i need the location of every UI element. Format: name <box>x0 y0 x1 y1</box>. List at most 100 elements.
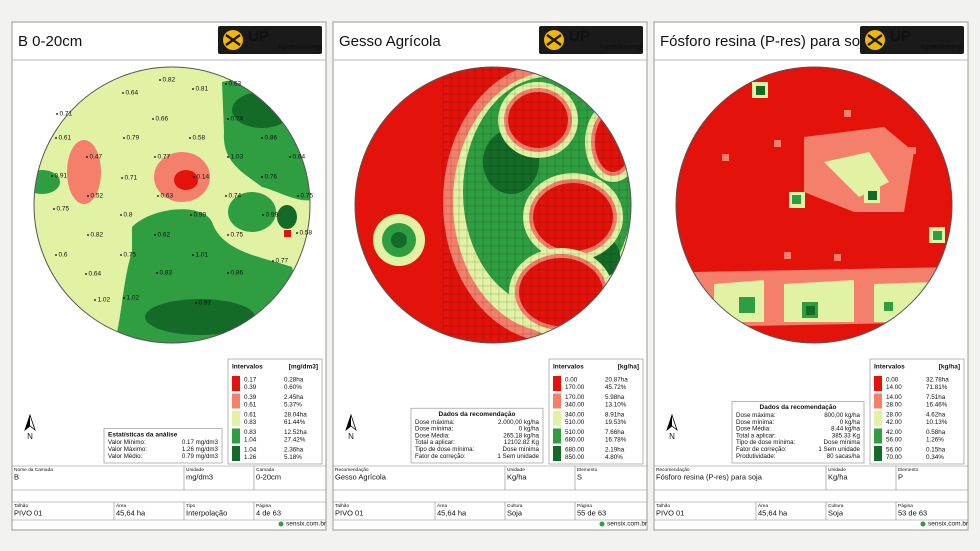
info-label: Fator de correção: <box>736 446 787 453</box>
sample-label: 0.64 <box>293 154 306 161</box>
field-value: 53 de 63 <box>898 508 927 517</box>
legend-area: 28.04ha <box>284 412 307 419</box>
sample-point <box>189 137 191 139</box>
legend-area: 7.66ha <box>605 429 625 436</box>
field-label: Página <box>898 503 913 509</box>
sample-label: 0.74 <box>231 116 244 123</box>
legend-swatch <box>232 446 240 461</box>
sample-label: 0.63 <box>229 81 242 88</box>
north-arrow <box>667 415 672 430</box>
sample-label: 0.86 <box>265 135 278 142</box>
info-label: Total a aplicar: <box>415 439 455 446</box>
sample-point <box>55 254 57 256</box>
legend-low: 0.39 <box>244 394 257 401</box>
field-value: PIVO 01 <box>335 508 363 517</box>
legend-swatch <box>874 411 882 426</box>
site: sensix.com.br <box>607 521 648 528</box>
legend-box <box>548 358 644 465</box>
logo-bg <box>218 26 322 54</box>
sample-point <box>227 156 229 158</box>
sample-point <box>123 297 125 299</box>
sample-point <box>225 83 227 85</box>
legend-high: 680.00 <box>565 437 585 444</box>
sample-point <box>86 156 88 158</box>
info-label: Dose máxima: <box>736 412 776 419</box>
info-value: 2.000,00 kg/ha <box>498 419 539 426</box>
info-label: Total a aplicar: <box>736 432 776 439</box>
sample-label: 0.8 <box>124 212 133 219</box>
north-label: N <box>348 432 354 441</box>
sample-label: 0.75 <box>231 232 244 239</box>
info-value: Dose mínima <box>824 439 861 446</box>
field-label: Área <box>437 502 447 509</box>
logo-mark <box>546 33 562 47</box>
zone <box>844 110 851 117</box>
sample-point <box>227 118 229 120</box>
legend-high: 70.00 <box>886 454 902 461</box>
sample-point <box>159 79 161 81</box>
sample-label: 0.75 <box>301 193 314 200</box>
legend-low: 340.00 <box>565 412 585 419</box>
legend-area: 20.87ha <box>605 377 628 384</box>
legend-box <box>869 358 965 465</box>
info-value: 8.44 kg/ha <box>831 426 860 433</box>
info-box-title: Dados da recomendação <box>760 404 837 411</box>
sample-label: 0.83 <box>160 270 173 277</box>
sample-point <box>156 272 158 274</box>
zone <box>174 170 198 190</box>
legend-high: 510.00 <box>565 419 585 426</box>
sample-label: 0.61 <box>59 135 72 142</box>
info-label: Dose máxima: <box>415 419 455 426</box>
sample-label: 1.03 <box>231 154 244 161</box>
zone <box>884 302 893 311</box>
zone <box>228 192 276 232</box>
field-value: mg/dm3 <box>186 472 213 481</box>
field-value: 45,64 ha <box>116 508 146 517</box>
legend-low: 0.00 <box>565 377 578 384</box>
sample-label: 0.97 <box>199 300 212 307</box>
logo-mark <box>225 33 241 47</box>
sample-point <box>225 195 227 197</box>
sample-label: 0.76 <box>265 174 278 181</box>
field-label: Cultura <box>507 503 523 509</box>
legend-area: 8.91ha <box>605 412 625 419</box>
logo-bg <box>860 26 964 54</box>
legend-low: 170.00 <box>565 394 585 401</box>
legend-low: 0.00 <box>886 377 899 384</box>
sample-point <box>193 176 195 178</box>
sample-label: 0.99 <box>194 212 207 219</box>
sample-point <box>87 195 89 197</box>
sample-label: 0.81 <box>196 86 209 93</box>
sample-point <box>56 113 58 115</box>
panel-title: B 0-20cm <box>18 33 82 50</box>
info-value: 1.26 mg/dm3 <box>182 446 219 453</box>
sample-label: 1.02 <box>127 295 140 302</box>
legend-low: 0.17 <box>244 377 257 384</box>
field-label: Nome da Camada <box>14 467 53 473</box>
info-label: Dose Média: <box>415 432 450 439</box>
sample-label: 0.58 <box>300 230 313 237</box>
legend-pct: 13.10% <box>605 402 627 409</box>
sample-label: 0.77 <box>158 154 171 161</box>
sample-point <box>154 234 156 236</box>
legend-pct: 4.80% <box>605 454 623 461</box>
sample-point <box>123 137 125 139</box>
zone <box>806 306 815 315</box>
field-value: Kg/ha <box>507 472 527 481</box>
legend-low: 0.61 <box>244 412 257 419</box>
field-value: S <box>577 472 582 481</box>
field-value: Soja <box>828 508 844 517</box>
sample-label: 0.66 <box>156 116 169 123</box>
zone <box>722 154 729 161</box>
field-label: Unidade <box>186 467 204 473</box>
sample-point <box>121 177 123 179</box>
sample-label: 0.82 <box>91 232 104 239</box>
legend-area: 7.51ha <box>926 394 946 401</box>
sample-point <box>272 260 274 262</box>
legend-swatch <box>874 376 882 391</box>
legend-low: 0.83 <box>244 429 257 436</box>
zone <box>67 140 101 204</box>
north-label: N <box>27 432 33 441</box>
legend-pct: 0.60% <box>284 384 302 391</box>
field-value: 45,64 ha <box>437 508 467 517</box>
